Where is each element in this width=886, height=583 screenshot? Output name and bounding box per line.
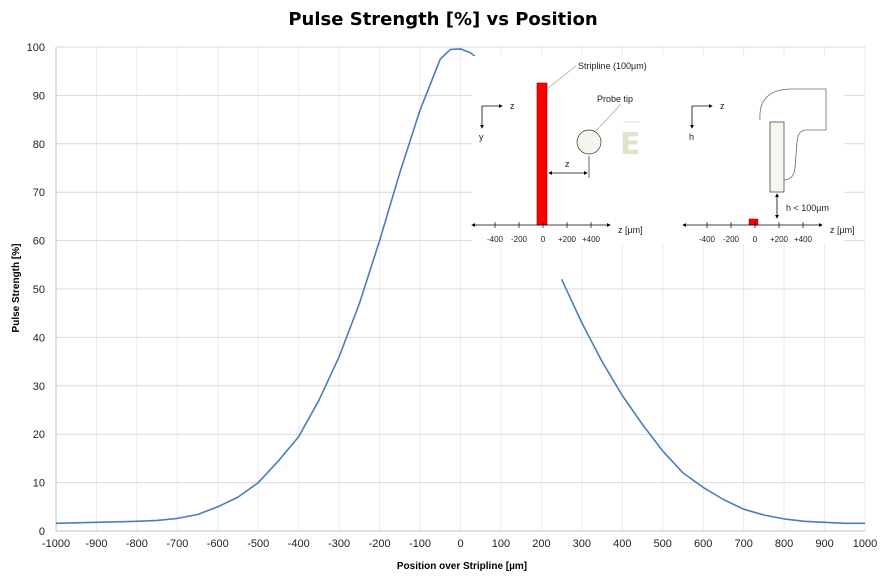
inset-schematic: z y Stripline (100µm) Probe tip z E -400… xyxy=(471,56,855,244)
probe-body xyxy=(769,121,785,193)
x-tick-label: 700 xyxy=(734,538,752,550)
scale-tick-label: 0 xyxy=(753,235,758,244)
x-axis-ticks: -1000 -900 -800 -700 -600 -500 -400 -300 -200 -10… xyxy=(42,538,877,550)
probe-outline xyxy=(759,88,827,181)
x-tick-label: -900 xyxy=(85,538,107,550)
series-line-2 xyxy=(560,278,865,525)
scale-tick-label: -400 xyxy=(699,235,716,244)
scale-tick-label: +400 xyxy=(582,235,601,244)
inset-left-diagram: z y Stripline (100µm) Probe tip z E -400… xyxy=(471,61,647,244)
probe-leader xyxy=(595,103,622,132)
left-axis-y-label: y xyxy=(479,132,484,142)
y-tick-label: 0 xyxy=(39,526,45,538)
gap-label: z xyxy=(565,159,570,169)
data-series xyxy=(55,48,865,525)
scale-tick-label: +400 xyxy=(794,235,813,244)
left-scale-label: z [µm] xyxy=(618,225,643,235)
y-axis-ticks: 0 10 20 30 40 50 60 70 80 90 100 xyxy=(27,42,45,538)
x-tick-label: 900 xyxy=(815,538,833,550)
field-symbol: E xyxy=(620,127,641,162)
probe-tip-circle xyxy=(576,129,602,155)
x-axis-label: Position over Stripline [µm] xyxy=(397,561,527,572)
x-tick-label: 100 xyxy=(492,538,510,550)
x-tick-label: -500 xyxy=(247,538,269,550)
y-tick-label: 10 xyxy=(33,478,45,490)
stripline-label: Stripline (100µm) xyxy=(578,61,647,71)
x-tick-label: -1000 xyxy=(42,538,70,550)
scale-tick-label: -200 xyxy=(723,235,740,244)
y-tick-label: 70 xyxy=(33,187,45,199)
stripline-bar xyxy=(536,82,548,226)
right-axis-h-label: h xyxy=(689,132,694,142)
x-tick-label: -300 xyxy=(328,538,350,550)
x-tick-label: -200 xyxy=(369,538,391,550)
scale-tick-label: +200 xyxy=(770,235,789,244)
x-tick-label: -700 xyxy=(166,538,188,550)
y-tick-label: 60 xyxy=(33,236,45,248)
x-tick-label: 600 xyxy=(694,538,712,550)
y-tick-label: 100 xyxy=(27,42,45,54)
x-tick-label: 200 xyxy=(532,538,550,550)
x-tick-label: 800 xyxy=(775,538,793,550)
height-label: h < 100µm xyxy=(786,203,829,213)
stripline-bar-small xyxy=(748,218,759,226)
y-tick-label: 20 xyxy=(33,429,45,441)
x-tick-label: -800 xyxy=(126,538,148,550)
right-axis-z-label: z xyxy=(720,101,725,111)
scale-tick-label: -400 xyxy=(487,235,504,244)
x-tick-label: 400 xyxy=(613,538,631,550)
probe-tip-label: Probe tip xyxy=(597,94,633,104)
inset-right-diagram: z h h < 100µm -400 -200 0 +200 +400 z [µm] xyxy=(682,88,855,244)
inset-background xyxy=(472,56,844,244)
left-axis-z-label: z xyxy=(510,101,515,111)
y-tick-label: 80 xyxy=(33,139,45,151)
stripline-leader xyxy=(547,65,577,89)
series-line-1 xyxy=(55,48,482,525)
x-tick-label: -100 xyxy=(409,538,431,550)
scale-tick-label: -200 xyxy=(511,235,528,244)
x-tick-label: 0 xyxy=(457,538,463,550)
y-tick-label: 30 xyxy=(33,381,45,393)
right-scale-ticks: -400 -200 0 +200 +400 xyxy=(699,222,813,244)
x-tick-label: 300 xyxy=(573,538,591,550)
y-tick-label: 40 xyxy=(33,332,45,344)
scale-tick-label: +200 xyxy=(558,235,577,244)
right-scale-label: z [µm] xyxy=(830,225,855,235)
x-tick-label: 500 xyxy=(654,538,672,550)
scale-tick-label: 0 xyxy=(541,235,546,244)
y-tick-label: 90 xyxy=(33,90,45,102)
x-tick-label: -600 xyxy=(207,538,229,550)
y-tick-label: 50 xyxy=(33,284,45,296)
chart-title: Pulse Strength [%] vs Position xyxy=(288,9,597,30)
x-tick-label: -400 xyxy=(288,538,310,550)
x-tick-label: 1000 xyxy=(853,538,877,550)
left-scale-ticks: -400 -200 0 +200 +400 xyxy=(487,222,601,244)
y-axis-label: Pulse Strength [%] xyxy=(11,244,22,333)
